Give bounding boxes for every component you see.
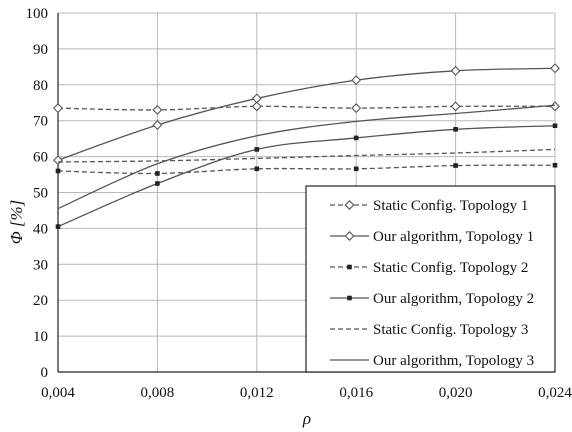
series-4-point bbox=[353, 135, 359, 141]
series-2-point bbox=[550, 63, 560, 74]
x-axis-label: ρ bbox=[302, 409, 311, 428]
legend-label-2: Our algorithm, Topology 1 bbox=[373, 229, 534, 245]
series-3-point bbox=[552, 162, 558, 168]
series-3-point bbox=[254, 166, 260, 172]
series-3-point bbox=[55, 168, 61, 174]
legend-label-6: Our algorithm, Topology 3 bbox=[373, 353, 534, 369]
x-tick-label: 0,008 bbox=[141, 385, 175, 401]
series-line-3 bbox=[57, 164, 556, 175]
x-tick-label: 0,024 bbox=[538, 385, 572, 401]
series-1-point bbox=[450, 101, 461, 112]
series-layer bbox=[53, 63, 560, 229]
series-4-point bbox=[254, 147, 260, 152]
series-4-point bbox=[155, 181, 160, 186]
x-tick-label: 0,004 bbox=[41, 385, 75, 401]
series-4-point bbox=[55, 224, 61, 229]
series-2-point bbox=[152, 120, 163, 130]
legend-box bbox=[305, 185, 556, 373]
legend: Static Config. Topology 1 Our algorithm, … bbox=[305, 185, 556, 373]
series-1-point bbox=[251, 101, 262, 112]
series-line-2 bbox=[57, 67, 556, 161]
y-tick-label: 20 bbox=[33, 293, 48, 309]
series-1-point bbox=[152, 104, 163, 115]
series-line-4 bbox=[57, 125, 556, 228]
y-tick-label: 60 bbox=[33, 150, 48, 166]
y-tick-label: 90 bbox=[33, 42, 48, 58]
legend-label-5: Static Config. Topology 3 bbox=[373, 322, 528, 338]
legend-label-1: Static Config. Topology 1 bbox=[373, 198, 528, 214]
series-line-1 bbox=[57, 105, 556, 111]
series-1-point bbox=[351, 103, 362, 114]
series-2-point bbox=[53, 155, 63, 166]
series-2-point bbox=[251, 93, 262, 104]
series-line-6 bbox=[57, 104, 556, 210]
legend-label-3: Static Config. Topology 2 bbox=[373, 260, 528, 276]
legend-marker-3 bbox=[347, 264, 352, 270]
legend-marker-4 bbox=[347, 295, 352, 301]
x-tick-label: 0,012 bbox=[240, 385, 274, 401]
y-tick-label: 50 bbox=[33, 186, 48, 202]
series-4-point bbox=[552, 123, 558, 129]
y-tick-label: 100 bbox=[26, 6, 49, 22]
series-3-point bbox=[155, 171, 160, 176]
legend-marker-1 bbox=[344, 200, 355, 210]
series-2-point bbox=[351, 75, 362, 86]
legend-marker-2 bbox=[344, 231, 355, 241]
series-3-point bbox=[453, 163, 458, 168]
y-tick-label: 40 bbox=[33, 221, 48, 237]
y-tick-label: 30 bbox=[33, 257, 48, 273]
y-tick-label: 10 bbox=[33, 329, 48, 345]
series-1-point bbox=[53, 103, 63, 114]
series-line-5 bbox=[57, 148, 556, 163]
y-tick-label: 80 bbox=[33, 78, 48, 94]
x-tick-label: 0,020 bbox=[439, 385, 473, 401]
series-2-point bbox=[450, 65, 461, 76]
legend-label-4: Our algorithm, Topology 2 bbox=[373, 291, 534, 307]
series-4-point bbox=[453, 127, 458, 132]
y-axis-label: Φ [%] bbox=[7, 200, 26, 245]
x-tick-label: 0,016 bbox=[339, 385, 373, 401]
series-3-point bbox=[353, 166, 359, 172]
y-tick-label: 70 bbox=[33, 114, 48, 130]
y-tick-label: 0 bbox=[41, 365, 49, 381]
